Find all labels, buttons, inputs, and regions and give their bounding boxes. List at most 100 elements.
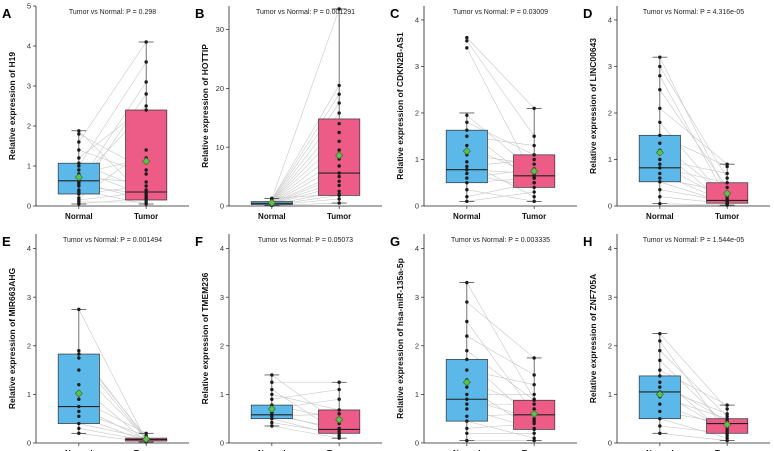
normal-point xyxy=(270,416,274,421)
normal-point xyxy=(77,397,81,401)
tumor-point xyxy=(144,92,148,96)
x-tick-label-tumor: Tumor xyxy=(522,449,546,451)
panel-letter: G xyxy=(390,234,400,249)
pair-line xyxy=(271,202,340,206)
tumor-point xyxy=(532,106,536,111)
tumor-mean-marker xyxy=(142,435,151,444)
tumor-mean-marker xyxy=(335,151,344,160)
normal-point xyxy=(658,339,662,343)
tumor-point xyxy=(337,111,341,115)
normal-point xyxy=(658,416,662,421)
y-tick-label: 3 xyxy=(608,62,612,71)
x-tick-label-tumor: Tumor xyxy=(715,449,739,451)
x-tick-label-tumor: Tumor xyxy=(327,449,351,451)
pair-line xyxy=(271,389,340,400)
tumor-point xyxy=(532,416,536,421)
tumor-point xyxy=(725,164,729,169)
normal-point xyxy=(465,194,469,199)
tumor-point xyxy=(144,168,148,172)
normal-point xyxy=(77,156,81,160)
tumor-point xyxy=(725,436,729,440)
tumor-point xyxy=(725,431,729,435)
y-tick-label: 2 xyxy=(220,341,224,350)
x-tick-label-normal: Normal xyxy=(65,449,93,451)
normal-mean-marker xyxy=(267,404,276,414)
normal-point xyxy=(658,106,662,111)
y-axis-label: Relative expression of hsa-miR-135a-5p xyxy=(395,258,405,419)
tumor-point xyxy=(144,60,148,64)
tumor-point xyxy=(337,434,341,438)
normal-point xyxy=(77,164,81,168)
normal-point xyxy=(658,157,662,162)
panel-letter: F xyxy=(195,234,203,249)
y-tick-label: 1 xyxy=(27,390,31,399)
tumor-point xyxy=(532,157,536,162)
normal-point xyxy=(77,168,81,172)
x-tick-label-normal: Normal xyxy=(453,449,481,451)
normal-point xyxy=(465,414,469,418)
tumor-point xyxy=(725,416,729,421)
normal-point xyxy=(658,171,662,176)
y-tick-label: 1 xyxy=(415,155,419,164)
pair-line xyxy=(659,360,728,427)
y-tick-label: 2 xyxy=(415,341,419,350)
normal-point xyxy=(465,160,469,164)
normal-point xyxy=(77,140,81,144)
tumor-point xyxy=(725,434,729,438)
normal-point xyxy=(658,380,662,384)
tumor-point xyxy=(532,153,536,157)
y-tick-label: 3 xyxy=(608,293,612,302)
normal-point xyxy=(77,431,81,435)
panel-title: Tumor vs Normal: P = 0.03009 xyxy=(453,9,548,16)
normal-point xyxy=(77,404,81,409)
normal-point xyxy=(465,39,469,43)
tumor-point xyxy=(532,373,536,377)
tumor-point xyxy=(337,83,341,88)
tumor-point xyxy=(144,104,148,108)
tumor-point xyxy=(532,392,536,397)
normal-point xyxy=(465,419,469,423)
normal-point xyxy=(77,307,81,312)
tumor-point xyxy=(337,101,341,105)
pair-line xyxy=(466,420,535,439)
y-axis-label: Relative expression of ZNF705A xyxy=(588,274,598,403)
normal-point xyxy=(658,74,662,78)
tumor-mean-marker xyxy=(335,415,344,424)
tumor-point xyxy=(532,421,536,426)
y-axis-label: Relative expression of MIR663AHG xyxy=(7,267,17,409)
y-tick-label: 3 xyxy=(415,293,419,302)
normal-point xyxy=(77,196,81,200)
y-tick-label: 4 xyxy=(608,16,612,25)
normal-point xyxy=(465,171,469,176)
y-tick-label: 2 xyxy=(608,109,612,118)
pair-line xyxy=(659,66,728,179)
normal-point xyxy=(658,402,662,406)
pair-line xyxy=(271,425,340,439)
normal-point xyxy=(658,424,662,428)
pair-line xyxy=(466,37,535,109)
tumor-point xyxy=(144,184,148,188)
tumor-point xyxy=(725,438,729,443)
normal-point xyxy=(465,334,469,338)
y-axis-label: Relative expression of LINC00643 xyxy=(588,38,598,174)
x-tick-label-tumor: Tumor xyxy=(522,212,546,221)
tumor-point xyxy=(725,202,729,206)
normal-point xyxy=(465,319,469,324)
y-tick-label: 2 xyxy=(27,341,31,350)
normal-mean-marker xyxy=(462,378,471,387)
normal-point xyxy=(658,88,662,92)
tumor-point xyxy=(532,356,536,360)
x-tick-label-normal: Normal xyxy=(453,212,481,221)
panel-e: E Tumor vs Normal: P = 0.001494 Relative e… xyxy=(2,234,189,451)
pair-line xyxy=(466,40,535,137)
tumor-point xyxy=(532,134,536,138)
normal-point xyxy=(77,161,81,165)
tumor-point xyxy=(144,196,148,200)
tumor-point xyxy=(532,419,536,423)
tumor-point xyxy=(725,176,729,180)
normal-point xyxy=(465,35,469,40)
panel-title: Tumor vs Normal: P = 0.298 xyxy=(69,9,156,16)
normal-point xyxy=(270,392,274,397)
normal-point xyxy=(658,409,662,414)
